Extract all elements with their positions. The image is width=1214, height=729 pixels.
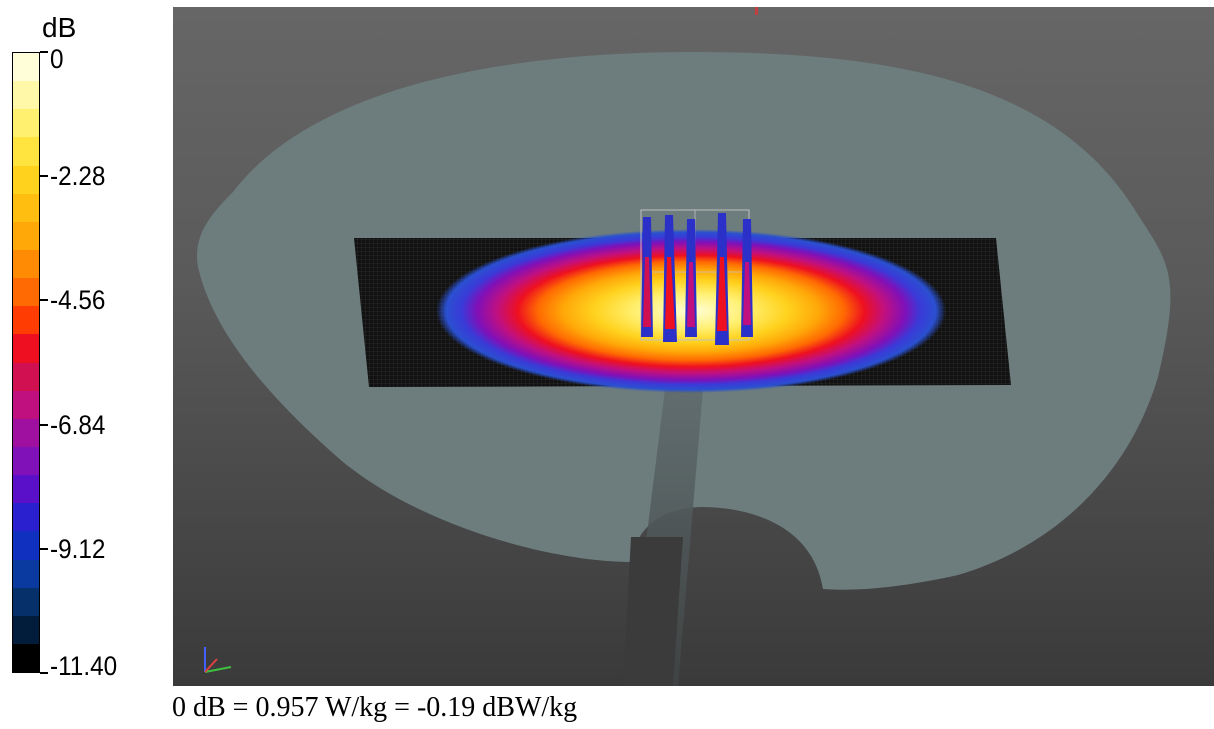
colorbar-tick-mark (40, 547, 48, 550)
probe-marker (755, 7, 758, 15)
colorbar-band (13, 390, 39, 419)
colorbar-tick-mark (40, 175, 48, 178)
colorbar-band (13, 503, 39, 532)
colorbar-band (13, 446, 39, 476)
colorbar-band (13, 643, 39, 672)
colorbar (12, 52, 40, 673)
colorbar-tick-label: -2.28 (50, 161, 106, 192)
colorbar-band (13, 221, 39, 250)
colorbar-tick-mark (40, 299, 48, 302)
colorbar-band (13, 334, 39, 363)
axis-triad-icon (204, 647, 232, 673)
colorbar-tick-label: -4.56 (50, 285, 106, 316)
colorbar-band (13, 81, 39, 110)
colorbar-band (13, 193, 39, 222)
positioner-stem-lower (623, 537, 683, 686)
colorbar-band (13, 362, 39, 391)
colorbar-band (13, 53, 39, 82)
colorbar-tick-mark (40, 423, 48, 426)
colorbar-tick-mark (40, 672, 48, 674)
colorbar-tick-label: 0 (50, 44, 64, 74)
colorbar-band (13, 531, 39, 560)
reference-caption: 0 dB = 0.957 W/kg = -0.19 dBW/kg (172, 692, 578, 723)
colorbar-band (13, 418, 39, 447)
colorbar-tick-label: -11.40 (50, 651, 118, 681)
colorbar-band (13, 306, 39, 335)
colorbar-band (13, 559, 39, 588)
colorbar-band (13, 137, 39, 166)
colorbar-band (13, 165, 39, 194)
zoom-scan-slices (641, 213, 753, 345)
colorbar-band (13, 475, 39, 504)
colorbar-tick-label: -6.84 (50, 409, 106, 440)
colorbar-band (13, 109, 39, 138)
legend-unit: dB (42, 12, 77, 43)
3d-viewport[interactable] (173, 7, 1214, 686)
colorbar-band (13, 587, 39, 616)
colorbar-band (13, 278, 39, 307)
3d-scene (197, 7, 1171, 686)
colorbar-tick-label: -9.12 (50, 533, 106, 564)
colorbar-band (13, 615, 39, 644)
colorbar-tick-mark (40, 51, 48, 53)
colorbar-band (13, 249, 39, 279)
